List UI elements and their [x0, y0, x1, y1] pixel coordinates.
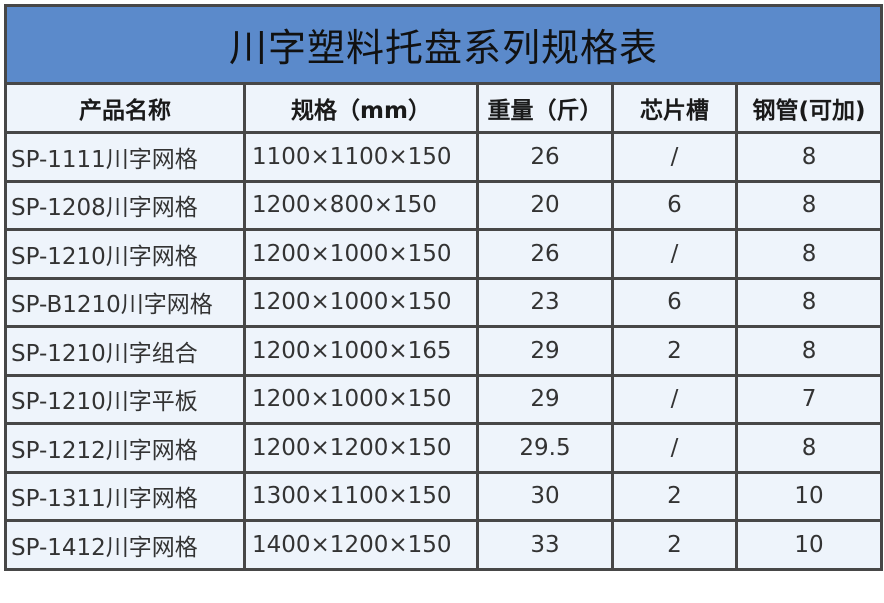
- steel-pipe-cell: 8: [734, 131, 884, 183]
- steel-pipe-cell: 8: [734, 276, 884, 328]
- chip-slot-cell: 2: [611, 325, 738, 377]
- weight-cell: 29.5: [476, 422, 614, 474]
- steel-pipe-cell: 10: [734, 470, 884, 522]
- steel-pipe-cell: 7: [734, 373, 884, 425]
- weight-cell: 26: [476, 228, 614, 280]
- spec-cell: 1200×1200×150: [243, 422, 479, 474]
- product-name-cell: SP-1311川字网格: [4, 470, 246, 522]
- chip-slot-cell: 6: [611, 276, 738, 328]
- chip-slot-cell: 2: [611, 519, 738, 571]
- weight-cell: 29: [476, 325, 614, 377]
- spec-cell: 1200×1000×150: [243, 228, 479, 280]
- chip-slot-cell: /: [611, 422, 738, 474]
- steel-pipe-cell: 8: [734, 228, 884, 280]
- table-row: SP-B1210川字网格 1200×1000×150 23 6 8: [4, 276, 884, 328]
- table-row: SP-1210川字网格 1200×1000×150 26/8: [4, 228, 884, 280]
- table-row: SP-1311川字网格 1300×1100×150 30 2 10: [4, 470, 884, 522]
- table-row: SP-1210川字组合 1200×1000×165 29 2 8: [4, 325, 884, 377]
- header-chip-slot: 芯片槽: [611, 82, 738, 134]
- header-name: 产品名称: [4, 82, 246, 134]
- steel-pipe-cell: 10: [734, 519, 884, 571]
- header-steel-pipe: 钢管(可加): [734, 82, 884, 134]
- header-weight: 重量（斤）: [476, 82, 614, 134]
- header-spec: 规格（mm）: [243, 82, 479, 134]
- spec-cell: 1100×1100×150: [243, 131, 479, 183]
- weight-cell: 23: [476, 276, 614, 328]
- spec-cell: 1200×800×150: [243, 179, 479, 231]
- product-name-cell: SP-B1210川字网格: [4, 276, 246, 328]
- chip-slot-cell: /: [611, 373, 738, 425]
- table-row: SP-1212川字网格 1200×1200×150 29.5/8: [4, 422, 884, 474]
- spec-cell: 1200×1000×165: [243, 325, 479, 377]
- product-name-cell: SP-1412川字网格: [4, 519, 246, 571]
- weight-cell: 30: [476, 470, 614, 522]
- table-row: SP-1412川字网格 1400×1200×150 33 2 10: [4, 519, 884, 571]
- steel-pipe-cell: 8: [734, 179, 884, 231]
- weight-cell: 29: [476, 373, 614, 425]
- spec-cell: 1300×1100×150: [243, 470, 479, 522]
- chip-slot-cell: 6: [611, 179, 738, 231]
- header-row: 产品名称 规格（mm） 重量（斤） 芯片槽 钢管(可加): [4, 82, 884, 134]
- weight-cell: 20: [476, 179, 614, 231]
- weight-cell: 33: [476, 519, 614, 571]
- table-row: SP-1210川字平板 1200×1000×150 29/7: [4, 373, 884, 425]
- chip-slot-cell: /: [611, 131, 738, 183]
- product-name-cell: SP-1210川字网格: [4, 228, 246, 280]
- spec-table: 川字塑料托盘系列规格表 产品名称 规格（mm） 重量（斤） 芯片槽 钢管(可加)…: [3, 4, 884, 571]
- table-row: SP-1208川字网格 1200×800×150 20 6 8: [4, 179, 884, 231]
- spec-cell: 1200×1000×150: [243, 276, 479, 328]
- product-name-cell: SP-1210川字平板: [4, 373, 246, 425]
- product-name-cell: SP-1111川字网格: [4, 131, 246, 183]
- weight-cell: 26: [476, 131, 614, 183]
- chip-slot-cell: /: [611, 228, 738, 280]
- table-row: SP-1111川字网格 1100×1100×150 26/8: [4, 131, 884, 183]
- product-name-cell: SP-1208川字网格: [4, 179, 246, 231]
- product-name-cell: SP-1210川字组合: [4, 325, 246, 377]
- table-title: 川字塑料托盘系列规格表: [3, 4, 884, 85]
- steel-pipe-cell: 8: [734, 325, 884, 377]
- spec-cell: 1400×1200×150: [243, 519, 479, 571]
- spec-cell: 1200×1000×150: [243, 373, 479, 425]
- product-name-cell: SP-1212川字网格: [4, 422, 246, 474]
- steel-pipe-cell: 8: [734, 422, 884, 474]
- chip-slot-cell: 2: [611, 470, 738, 522]
